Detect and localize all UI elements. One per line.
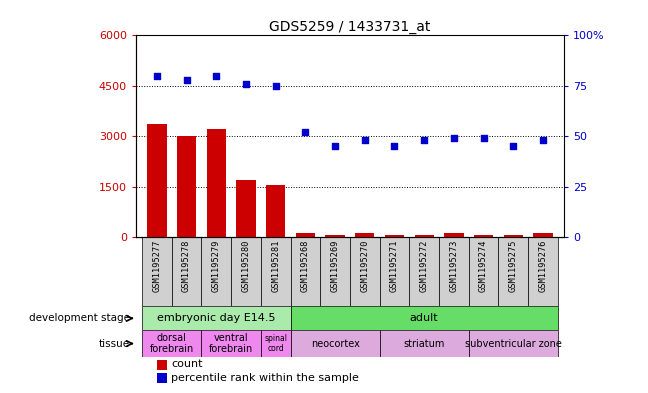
Bar: [266, 185, 285, 237]
Bar: [380, 237, 410, 307]
Text: GSM1195279: GSM1195279: [212, 239, 221, 292]
Bar: [231, 237, 260, 307]
Bar: [410, 237, 439, 307]
Bar: [142, 330, 202, 357]
Bar: [172, 237, 202, 307]
Text: GSM1195271: GSM1195271: [390, 239, 399, 292]
Bar: [474, 235, 493, 237]
Bar: [295, 233, 315, 237]
Bar: [415, 235, 434, 237]
Bar: [325, 235, 345, 237]
Bar: [207, 129, 226, 237]
Bar: [147, 125, 167, 237]
Bar: [380, 330, 469, 357]
Point: [389, 143, 400, 149]
Point: [448, 135, 459, 141]
Bar: [260, 237, 290, 307]
Bar: [503, 235, 523, 237]
Text: GSM1195274: GSM1195274: [479, 239, 488, 292]
Title: GDS5259 / 1433731_at: GDS5259 / 1433731_at: [269, 20, 431, 34]
Text: tissue: tissue: [98, 338, 130, 349]
Point: [360, 137, 370, 143]
Bar: [355, 233, 375, 237]
Text: GSM1195273: GSM1195273: [449, 239, 458, 292]
Text: ventral
forebrain: ventral forebrain: [209, 333, 253, 354]
Text: GSM1195278: GSM1195278: [182, 239, 191, 292]
Bar: [142, 237, 172, 307]
Bar: [142, 307, 290, 330]
Bar: [320, 237, 350, 307]
Bar: [177, 136, 196, 237]
Text: GSM1195281: GSM1195281: [271, 239, 280, 292]
Bar: [469, 237, 498, 307]
Text: GSM1195280: GSM1195280: [242, 239, 251, 292]
Point: [181, 77, 192, 83]
Bar: [528, 237, 558, 307]
Point: [211, 73, 222, 79]
Bar: [202, 237, 231, 307]
Point: [152, 73, 162, 79]
Point: [241, 81, 251, 87]
Bar: [157, 373, 167, 383]
Point: [538, 137, 548, 143]
Bar: [385, 235, 404, 237]
Text: development stage: development stage: [29, 313, 130, 323]
Bar: [290, 330, 380, 357]
Point: [270, 83, 281, 89]
Text: neocortex: neocortex: [310, 338, 360, 349]
Text: subventricular zone: subventricular zone: [465, 338, 562, 349]
Text: GSM1195269: GSM1195269: [330, 239, 340, 292]
Text: GSM1195276: GSM1195276: [538, 239, 548, 292]
Bar: [290, 307, 558, 330]
Text: GSM1195272: GSM1195272: [420, 239, 429, 292]
Text: striatum: striatum: [404, 338, 445, 349]
Point: [419, 137, 430, 143]
Text: GSM1195270: GSM1195270: [360, 239, 369, 292]
Text: spinal
cord: spinal cord: [264, 334, 287, 353]
Text: percentile rank within the sample: percentile rank within the sample: [171, 373, 359, 383]
Point: [300, 129, 310, 135]
Point: [508, 143, 518, 149]
Point: [330, 143, 340, 149]
Bar: [469, 330, 558, 357]
Text: GSM1195275: GSM1195275: [509, 239, 518, 292]
Text: adult: adult: [410, 313, 439, 323]
Bar: [290, 237, 320, 307]
Bar: [350, 237, 380, 307]
Bar: [439, 237, 469, 307]
Bar: [237, 180, 255, 237]
Bar: [157, 360, 167, 369]
Text: embryonic day E14.5: embryonic day E14.5: [157, 313, 275, 323]
Bar: [202, 330, 260, 357]
Text: GSM1195268: GSM1195268: [301, 239, 310, 292]
Bar: [445, 233, 463, 237]
Text: GSM1195277: GSM1195277: [152, 239, 161, 292]
Text: dorsal
forebrain: dorsal forebrain: [150, 333, 194, 354]
Bar: [498, 237, 528, 307]
Bar: [533, 233, 553, 237]
Point: [478, 135, 489, 141]
Bar: [260, 330, 290, 357]
Text: count: count: [171, 360, 203, 369]
